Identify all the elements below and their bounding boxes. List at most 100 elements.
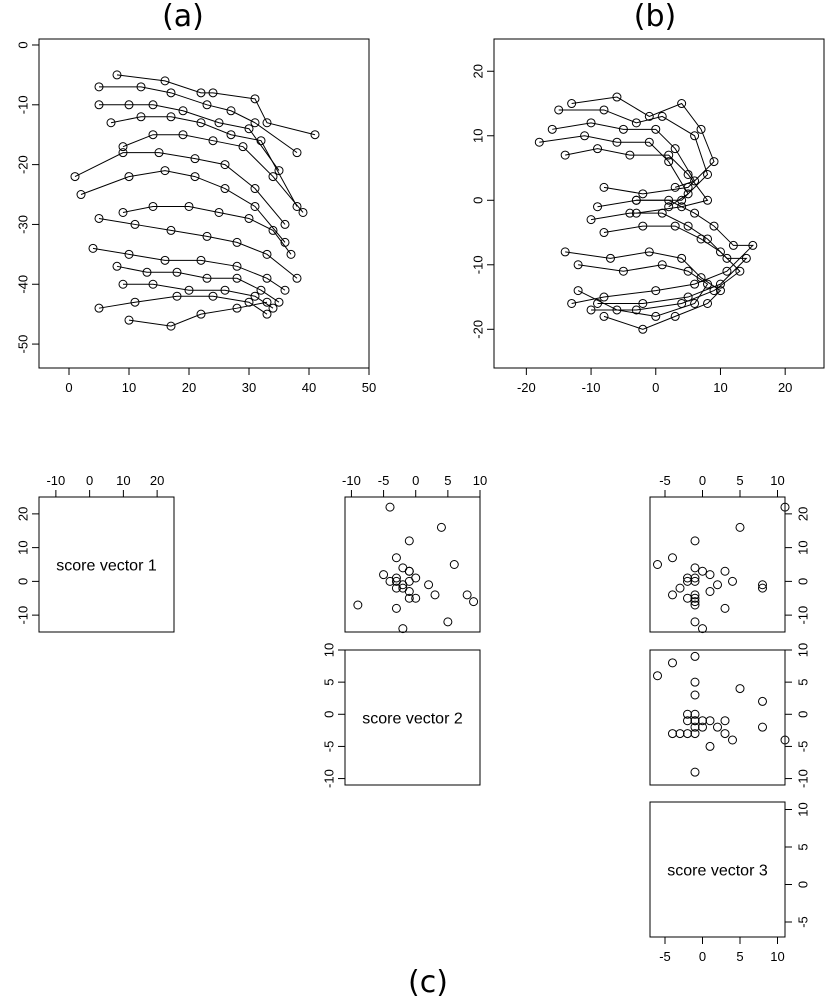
panel-a-trajectory-point — [196, 255, 206, 265]
panel-a-trajectory-point — [94, 100, 104, 110]
matrix-cell-1-2-point — [443, 617, 453, 627]
panel-b-trajectory-point — [638, 324, 648, 334]
matrix-left-row-1-y-tick-label: 20 — [15, 507, 30, 521]
matrix-cell-1-2-point — [398, 624, 408, 634]
panel-a-trajectory-line-4 — [110, 116, 298, 207]
panel-b-trajectory-line-1 — [571, 96, 715, 195]
panel-a-trajectory-line-6 — [74, 152, 286, 225]
panel-b-trajectory-line-3 — [552, 122, 696, 188]
matrix-cell-2-3-point — [653, 671, 662, 681]
panel-a-x-tick-label: 50 — [362, 380, 376, 395]
panel-a-trajectory-point — [136, 82, 146, 92]
panel-b-trajectory-point — [657, 208, 667, 218]
matrix-right-row-3-y-tick-label: 10 — [795, 802, 810, 816]
panel-b-y-tick-label: 20 — [470, 64, 485, 78]
panel-a-trajectory-point — [94, 82, 104, 92]
panel-a-x-tick-label: 0 — [65, 380, 72, 395]
panel-b-trajectory-point — [618, 124, 628, 134]
panel-a-trajectory-point — [160, 166, 170, 176]
matrix-top-col-2-x-tick-label: 10 — [473, 473, 487, 488]
panel-a-trajectory-line-1 — [116, 74, 316, 136]
matrix-cell-1-3-point — [758, 580, 767, 590]
matrix-cell-1-2-point — [385, 576, 395, 586]
panel-a-trajectory-point — [208, 136, 218, 146]
panel-a-y-tick-label: -20 — [15, 155, 30, 174]
panel-b-trajectory-point — [631, 118, 641, 128]
panel-b-trajectory-point — [703, 298, 713, 308]
panel-a-trajectory-point — [268, 225, 278, 235]
panel-b-trajectory-point — [599, 182, 609, 192]
matrix-cell-2-3-point — [675, 729, 685, 739]
matrix-top-col-2-x-tick-label: 0 — [412, 473, 419, 488]
panel-b-trajectory-point — [683, 189, 693, 199]
panel-a-trajectory-point — [226, 130, 236, 140]
matrix-cell-1-3-point — [668, 590, 677, 600]
matrix-cell-1-2-point — [424, 580, 434, 590]
panel-b-x-tick-label: 0 — [652, 380, 659, 395]
panel-a-trajectory-point — [148, 100, 158, 110]
matrix-top-col-1-x-tick-label: 10 — [116, 473, 130, 488]
panel-b-trajectory-point — [599, 228, 609, 238]
matrix-top-col-1-x-tick-label: 20 — [150, 473, 164, 488]
panel-a-y-tick-label: -10 — [15, 95, 30, 114]
panel-a-trajectory-point — [94, 213, 104, 223]
panel-b-trajectory-point — [722, 253, 732, 263]
panel-a-trajectory-line-8 — [122, 205, 292, 255]
matrix-cell-2-3-point — [713, 722, 722, 732]
panel-a-trajectory-point — [154, 148, 164, 158]
panel-a-trajectory-point — [184, 285, 194, 295]
matrix-cell-2-3-point — [720, 729, 730, 739]
panel-a-trajectory-point — [292, 201, 302, 211]
panel-a-trajectory-point — [256, 285, 266, 295]
matrix-cell-2-3-point — [668, 658, 677, 668]
matrix-cell-1-2-point — [379, 570, 389, 580]
matrix-cell-1-2-point — [404, 587, 414, 596]
matrix-cell-1-3-point — [653, 560, 662, 569]
panel-b-trajectory-point — [690, 176, 700, 186]
matrix-cell-1-2-point — [436, 522, 446, 532]
panel-b-x-tick-label: 10 — [713, 380, 727, 395]
panel-a-trajectory-point — [124, 100, 134, 110]
panel-a-trajectory-point — [184, 201, 194, 211]
matrix-bottom-col-3-x-tick-label: 0 — [699, 949, 706, 964]
panel-a-trajectory-point — [166, 88, 176, 98]
panel-b-trajectory-point — [534, 137, 544, 147]
panel-a-trajectory-point — [148, 130, 158, 140]
panel-a-trajectory-point — [160, 255, 170, 265]
panel-b-trajectory-point — [715, 286, 725, 296]
panel-b-trajectory-point — [631, 195, 641, 205]
matrix-cell-2-3-point — [698, 722, 707, 732]
panel-b-trajectory-point — [722, 266, 732, 276]
matrix-cell-1-3-point — [705, 587, 715, 596]
panel-b-trajectory-point — [728, 240, 738, 250]
matrix-right-row-2-y-tick-label: 10 — [795, 643, 810, 657]
panel-b-trajectory-point — [599, 311, 609, 321]
panel-a-y-tick-label: -30 — [15, 215, 30, 234]
matrix-left-row-2-y-tick-label: 0 — [321, 711, 336, 718]
matrix-cell-1-3-point — [683, 593, 692, 603]
panel-b-trajectory-point — [638, 221, 648, 231]
panel-a-trajectory-point — [118, 207, 128, 217]
matrix-cell-1-2-point — [449, 560, 459, 569]
matrix-cell-2-3-point — [690, 651, 700, 661]
matrix-cell-2-3-point — [758, 722, 767, 732]
panel-b-trajectory-point — [599, 292, 609, 302]
panel-a-trajectory-point — [166, 225, 176, 235]
panel-a-trajectory-point — [124, 172, 134, 182]
panel-b-trajectory-point — [638, 298, 648, 308]
matrix-cell-2-3-point — [705, 741, 715, 751]
matrix-left-row-1-y-tick-label: 0 — [15, 578, 30, 585]
panel-b-trajectory-plot: -20 -10 0 10 20 20 10 0 -10 -20 — [470, 38, 825, 395]
panel-b-trajectory-point — [696, 124, 706, 134]
panel-a-trajectory-point — [202, 100, 212, 110]
panel-a-trajectory-point — [112, 261, 122, 271]
matrix-bottom-col-3-x-tick-label: 5 — [736, 949, 743, 964]
matrix-cell-1-3-point — [668, 553, 677, 563]
matrix-top-col-3-x-tick-label: 10 — [770, 473, 784, 488]
panel-b-trajectory-point — [567, 298, 577, 308]
matrix-right-row-2-y-tick-label: -10 — [795, 769, 810, 788]
matrix-cell-1-2-point — [391, 553, 401, 563]
panel-a-trajectory-point — [148, 279, 158, 289]
panel-b-trajectory-point — [547, 124, 557, 134]
matrix-cell-1-3-point — [758, 583, 767, 593]
